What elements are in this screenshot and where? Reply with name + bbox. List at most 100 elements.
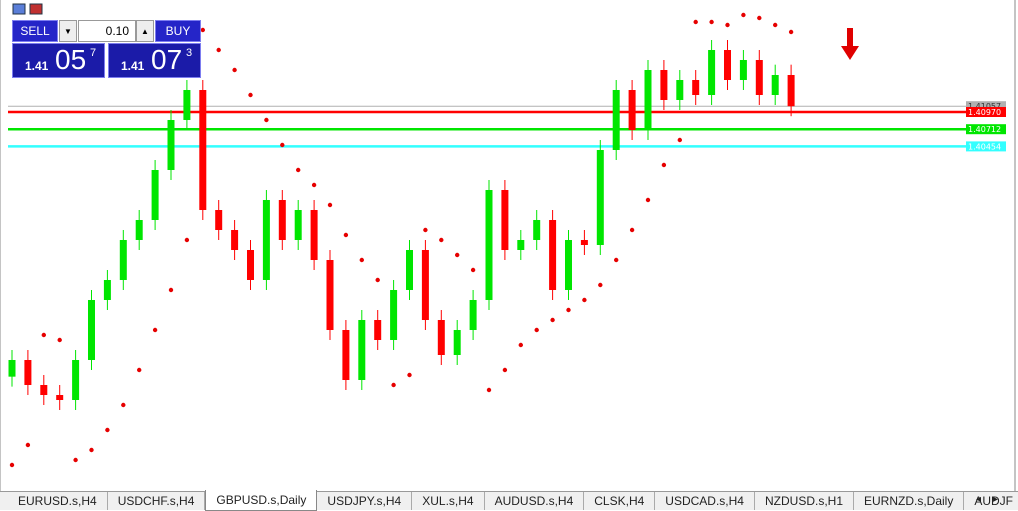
price-label: 1.40454 <box>968 142 1001 151</box>
sar-dot <box>359 257 364 263</box>
bid-pip: 7 <box>90 47 97 59</box>
sar-dot <box>280 142 285 148</box>
price-label-box <box>966 141 1006 152</box>
sar-dot <box>168 287 174 293</box>
candle-body <box>739 60 747 80</box>
sar-dot <box>152 327 158 333</box>
sar-dot <box>741 12 746 18</box>
sar-dot <box>137 367 142 373</box>
sar-dot <box>439 237 444 243</box>
chart-tab[interactable]: AUDJF <box>964 492 1018 510</box>
chart-tab[interactable]: CLSK,H4 <box>584 492 656 510</box>
lot-input[interactable]: 0.10 <box>78 20 136 42</box>
icon[interactable] <box>12 3 26 15</box>
chart-tab[interactable]: USDCAD.s,H4 <box>655 492 755 510</box>
sell-arrow <box>841 28 859 60</box>
sar-dot <box>248 92 253 98</box>
candle-body <box>708 50 716 95</box>
sar-dot <box>25 442 31 448</box>
candle-body <box>501 190 509 250</box>
sar-dot <box>105 427 110 433</box>
sar-dot <box>629 227 635 233</box>
candle-body <box>374 320 382 340</box>
chart-tab[interactable]: AUDUSD.s,H4 <box>485 492 585 510</box>
chart-tab[interactable]: GBPUSD.s,Daily <box>205 490 318 511</box>
candle-body <box>517 240 525 250</box>
candle-body <box>612 90 620 150</box>
chart-tab[interactable]: NZDUSD.s,H1 <box>755 492 854 510</box>
candle-body <box>421 250 429 320</box>
candle-body <box>676 80 684 100</box>
candle-body <box>771 75 779 95</box>
candle-body <box>596 150 604 245</box>
bid-main: 05 <box>55 44 87 75</box>
candle-body <box>40 385 48 395</box>
sell-button[interactable]: SELL <box>12 20 58 42</box>
sar-dot <box>311 182 317 188</box>
price-label-box <box>966 124 1006 135</box>
price-label: 1.41057 <box>968 102 1001 111</box>
ask-quote[interactable]: 1.41 07 3 <box>108 43 201 78</box>
sar-dot <box>757 15 762 21</box>
candle-body <box>151 170 159 220</box>
sar-dot <box>73 457 78 463</box>
candle-body <box>644 70 652 130</box>
sar-dot <box>614 257 619 263</box>
candle-body <box>247 250 254 280</box>
sar-dot <box>788 29 794 35</box>
candle-body <box>549 220 557 290</box>
sar-dot <box>661 162 667 168</box>
bid-quote[interactable]: 1.41 05 7 <box>12 43 105 78</box>
toolbar-icons[interactable] <box>12 3 43 15</box>
price-label: 1.40712 <box>968 125 1001 134</box>
candle-body <box>103 280 111 300</box>
lot-dropdown[interactable]: ▼ <box>59 20 77 42</box>
sar-dot <box>582 297 587 303</box>
icon[interactable] <box>29 3 43 15</box>
sar-dot <box>566 307 571 313</box>
candle-body <box>485 190 493 300</box>
sar-dot <box>518 342 523 348</box>
candle-body <box>437 320 445 355</box>
chart-tab[interactable]: USDCHF.s,H4 <box>108 492 206 510</box>
candle-body <box>119 240 127 280</box>
candle-body <box>294 210 302 240</box>
candle-body <box>358 320 366 380</box>
lot-spinner[interactable]: ▲ <box>136 20 154 42</box>
ask-prefix: 1.41 <box>121 59 145 73</box>
sar-dot <box>296 167 301 173</box>
candle-body <box>215 210 223 230</box>
ask-main: 07 <box>151 44 183 75</box>
sar-dot <box>645 197 651 203</box>
candle-body <box>24 360 32 385</box>
candle-body <box>453 330 461 355</box>
candle-body <box>724 50 731 80</box>
price-label-box <box>966 107 1006 117</box>
candle-body <box>660 70 668 100</box>
candle-body <box>390 290 398 340</box>
candle-body <box>787 75 795 107</box>
sar-dot <box>534 327 539 333</box>
bid-prefix: 1.41 <box>25 59 49 73</box>
price-label: 1.40970 <box>968 108 1001 117</box>
chart-tab[interactable]: EURUSD.s,H4 <box>8 492 108 510</box>
chart-tab[interactable]: USDJPY.s,H4 <box>317 492 413 510</box>
sar-dot <box>423 227 428 233</box>
chart-tab[interactable]: XUL.s,H4 <box>412 492 485 510</box>
tab-scroll[interactable]: ◂▸ <box>975 494 1010 505</box>
candle-body <box>310 210 318 260</box>
sar-dot <box>232 67 237 73</box>
sar-dot <box>455 252 460 258</box>
sar-dot <box>216 47 221 53</box>
candle-body <box>692 80 700 95</box>
sar-dot <box>121 402 126 408</box>
candle-body <box>135 220 143 240</box>
sar-dot <box>709 19 714 25</box>
sar-dot <box>693 19 698 25</box>
sar-dot <box>343 232 349 238</box>
candle-body <box>469 300 477 330</box>
chart-tab[interactable]: EURNZD.s,Daily <box>854 492 965 510</box>
sar-dot <box>184 237 190 243</box>
candle-body <box>628 90 636 130</box>
buy-button[interactable]: BUY <box>155 20 201 42</box>
